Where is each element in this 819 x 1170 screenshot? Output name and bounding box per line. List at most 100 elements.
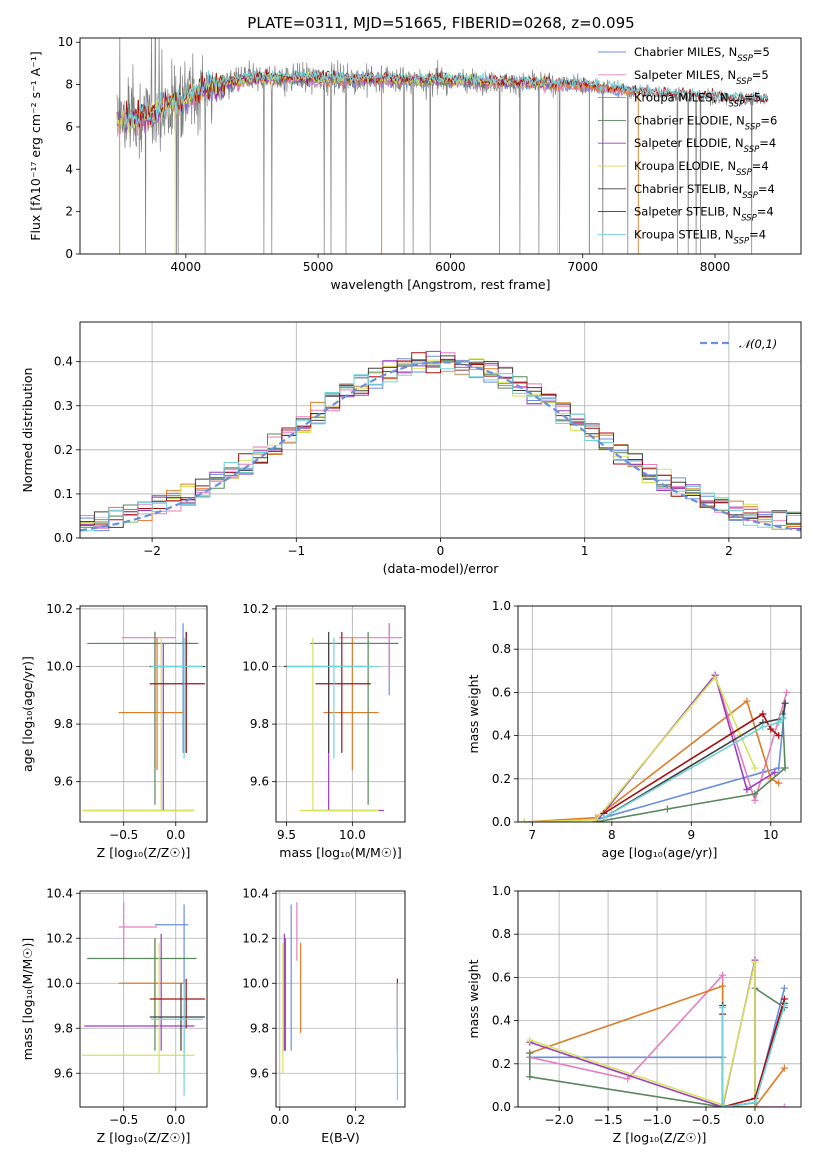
x-tick-label: −1 — [287, 544, 305, 558]
x-axis-label: Z [log₁₀(Z/Z☉)] — [613, 1130, 707, 1145]
spectrum-legend: Chabrier MILES, NSSP=5 Salpeter MILES, NS… — [598, 45, 777, 246]
y-tick-label: 2 — [65, 205, 73, 219]
weight_vs_age-plot-area — [520, 671, 791, 822]
x-tick-label: −2 — [143, 544, 161, 558]
y-tick-label: 8 — [65, 78, 73, 92]
age_vs_mass-grid — [276, 606, 405, 822]
weight-marker — [526, 1073, 534, 1081]
residuals-frame — [79, 321, 802, 539]
errorbar-salpeter_elodie — [84, 933, 195, 1051]
age_vs_Z-plot-area — [82, 623, 205, 812]
weight-marker — [526, 1036, 534, 1044]
errorbar-chabrier_elodie — [87, 938, 197, 1051]
mass_vs_Z-frame — [79, 890, 208, 1108]
gauss-legend-label: 𝒩(0,1) — [739, 337, 777, 351]
x-tick-label: −0.5 — [109, 1113, 138, 1127]
weight-marker — [592, 816, 600, 822]
weight-line-salpeter_stelib — [721, 998, 786, 1107]
weight-marker — [781, 764, 789, 772]
mass_vs_ebv-panel: 0.0 0.2 9.6 9.8 10.0 10.2 10.4 E(B-V) — [242, 886, 406, 1145]
y-tick-label: 10.2 — [242, 602, 269, 616]
y-axis-label: age [log₁₀(age/yr)] — [20, 656, 35, 772]
weight-marker — [719, 971, 727, 979]
x-tick-label: 6000 — [435, 260, 466, 274]
errorbar-chabrier_miles — [154, 904, 189, 1051]
y-tick-label: 9.8 — [250, 717, 269, 731]
errorbar-kroupa_miles — [323, 637, 379, 771]
errorbar-chabrier_stelib — [283, 631, 366, 753]
legend-label-kroupa_elodie: Kroupa ELODIE, NSSP=4 — [634, 159, 769, 178]
weight_vs_Z-panel: −2.0 −1.5 −1.0 −0.5 0.0 0.0 0.2 0.4 0.6 0.8 1.0 Z [… — [466, 884, 802, 1145]
weight-marker — [759, 710, 767, 718]
weight-marker — [624, 1075, 632, 1083]
x-tick-label: 0.0 — [270, 1113, 289, 1127]
errorbar-kroupa_stelib — [286, 637, 379, 759]
y-tick-label: 0.6 — [492, 685, 511, 699]
errorbar-kroupa_stelib — [150, 983, 203, 1096]
legend-label-chabrier_elodie: Chabrier ELODIE, NSSP=6 — [634, 113, 777, 132]
weight-marker — [780, 1064, 788, 1072]
x-axis-label: wavelength [Angstrom, rest frame] — [330, 277, 550, 292]
weight-marker — [751, 796, 759, 804]
y-tick-label: 9.8 — [54, 717, 73, 731]
weight-marker — [767, 725, 775, 733]
errorbar-salpeter_miles — [339, 623, 403, 681]
x-tick-label: 7 — [528, 828, 536, 842]
weight-marker — [783, 688, 791, 696]
y-axis-label: Normed distribution — [20, 368, 35, 493]
y-tick-label: 4 — [65, 162, 73, 176]
mass_vs_Z-plot-area — [82, 902, 205, 1096]
errorbar-salpeter_stelib — [149, 978, 205, 1029]
x-tick-label: −1.0 — [642, 1113, 671, 1127]
mass_vs_ebv-grid — [276, 891, 405, 1107]
errorbar-kroupa_elodie — [82, 942, 195, 1074]
errorbar-chabrier_miles — [319, 623, 399, 696]
y-tick-label: 0.0 — [492, 1100, 511, 1114]
weight-marker — [520, 818, 528, 822]
x-tick-label: 0 — [437, 544, 445, 558]
x-axis-label: Z [log₁₀(Z/Z☉)] — [97, 1130, 191, 1145]
spectrum-panel: 4000 5000 6000 7000 8000 0 2 4 6 8 10 wavelength [A… — [28, 35, 802, 292]
errorbar-salpeter_elodie — [84, 643, 195, 812]
model-spectrum-kroupa_stelib — [124, 69, 769, 129]
legend-label-salpeter_miles: Salpeter MILES, NSSP=5 — [634, 68, 769, 87]
x-axis-label: mass [log₁₀(M/M☉)] — [279, 845, 401, 860]
legend-label-kroupa_miles: Kroupa MILES, NSSP=5 — [634, 91, 761, 110]
x-tick-label: 8 — [608, 828, 616, 842]
age_vs_mass-panel: 9.5 10.0 9.6 9.8 10.0 10.2 mass [log₁₀(M/M☉)] — [242, 602, 406, 860]
errorbar-salpeter_stelib — [149, 631, 205, 753]
y-tick-label: 0.4 — [492, 1014, 511, 1028]
x-axis-label: Z [log₁₀(Z/Z☉)] — [97, 845, 191, 860]
weight-line-kroupa_stelib — [721, 1005, 786, 1107]
y-tick-label: 0 — [65, 247, 73, 261]
weight-marker — [663, 805, 671, 813]
weight-line-chabrier_stelib — [721, 1003, 786, 1107]
x-tick-label: 8000 — [700, 260, 731, 274]
y-axis-label: mass weight — [466, 674, 481, 753]
age_vs_Z-grid — [80, 606, 207, 822]
x-tick-label: 9.5 — [277, 828, 296, 842]
x-tick-label: −0.5 — [691, 1113, 720, 1127]
age_vs_Z-frame — [79, 605, 208, 823]
x-axis-label: (data-model)/error — [383, 561, 500, 576]
y-tick-label: 0.6 — [492, 970, 511, 984]
weight-marker — [719, 1103, 727, 1107]
y-tick-label: 9.8 — [54, 1021, 73, 1035]
weight-marker — [779, 714, 787, 722]
hist-kroupa_stelib — [80, 362, 801, 532]
errorbar-chabrier_stelib — [149, 983, 205, 1051]
mass_vs_ebv-frame — [275, 890, 406, 1108]
y-tick-label: 0.2 — [492, 1057, 511, 1071]
spectrum-frame — [79, 37, 802, 255]
weight-marker — [781, 699, 789, 707]
weight_vs_age-panel: 7 8 9 10 0.0 0.2 0.4 0.6 0.8 1.0 age [log₁₀(age/yr… — [466, 599, 802, 860]
y-axis-label: mass weight — [466, 959, 481, 1038]
legend-label-chabrier_stelib: Chabrier STELIB, NSSP=4 — [634, 182, 775, 201]
y-tick-label: 1.0 — [492, 599, 511, 613]
y-tick-label: 9.6 — [250, 775, 269, 789]
x-tick-label: 0.2 — [346, 1113, 365, 1127]
errorbar-salpeter_elodie — [312, 643, 384, 812]
errorbar-salpeter_stelib — [315, 631, 371, 753]
errorbar-chabrier_elodie — [87, 631, 197, 805]
